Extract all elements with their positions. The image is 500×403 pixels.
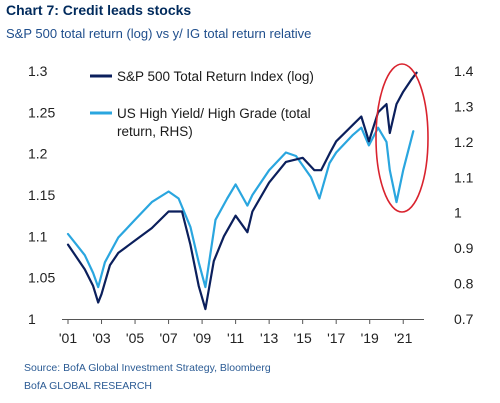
left-tick-label: 1.1 [28, 228, 48, 244]
left-tick-label: 1.05 [28, 270, 55, 286]
left-tick-label: 1.25 [28, 104, 55, 120]
x-tick-label: '03 [92, 330, 110, 346]
legend-label-hy-hg-line1: US High Yield/ High Grade (total [117, 106, 311, 121]
right-tick-label: 1.4 [454, 63, 474, 79]
x-tick-label: '11 [227, 330, 244, 346]
source-note: Source: BofA Global Investment Strategy,… [24, 362, 271, 374]
legend: S&P 500 Total Return Index (log) US High… [90, 69, 314, 139]
right-tick-label: 1.2 [454, 134, 474, 150]
right-tick-label: 0.7 [454, 311, 474, 327]
x-tick-label: '05 [126, 330, 144, 346]
right-tick-label: 1.3 [454, 98, 474, 114]
right-axis-ticks: 1.4 1.3 1.2 1.1 1 0.9 0.8 0.7 [454, 63, 474, 327]
x-axis-ticks: '01 '03 '05 '07 '09 '11 '13 '15 '17 '19 '21 [59, 319, 413, 346]
x-tick-label: '17 [327, 330, 345, 346]
left-tick-label: 1.3 [28, 63, 48, 79]
left-axis-ticks: 1.3 1.25 1.2 1.15 1.1 1.05 1 [28, 63, 55, 327]
chart-title: Chart 7: Credit leads stocks [6, 2, 192, 18]
right-tick-label: 0.9 [454, 240, 474, 256]
x-tick-label: '15 [294, 330, 312, 346]
x-tick-label: '13 [260, 330, 278, 346]
right-tick-label: 0.8 [454, 276, 474, 292]
highlight-ellipse [375, 63, 429, 213]
x-tick-label: '19 [361, 330, 379, 346]
research-credit: BofA GLOBAL RESEARCH [24, 380, 152, 392]
right-tick-label: 1.1 [454, 169, 474, 185]
chart-subtitle: S&P 500 total return (log) vs y/ IG tota… [6, 26, 312, 41]
left-tick-label: 1.15 [28, 187, 55, 203]
x-tick-label: '21 [394, 330, 412, 346]
hy-hg-series-line [66, 126, 415, 289]
left-tick-label: 1.2 [28, 146, 48, 162]
right-tick-label: 1 [454, 205, 462, 221]
legend-label-hy-hg-line2: return, RHS) [117, 124, 193, 139]
legend-label-sp500: S&P 500 Total Return Index (log) [117, 69, 314, 84]
x-tick-label: '01 [59, 330, 77, 346]
x-tick-label: '09 [193, 330, 211, 346]
x-tick-label: '07 [159, 330, 177, 346]
left-tick-label: 1 [28, 311, 36, 327]
